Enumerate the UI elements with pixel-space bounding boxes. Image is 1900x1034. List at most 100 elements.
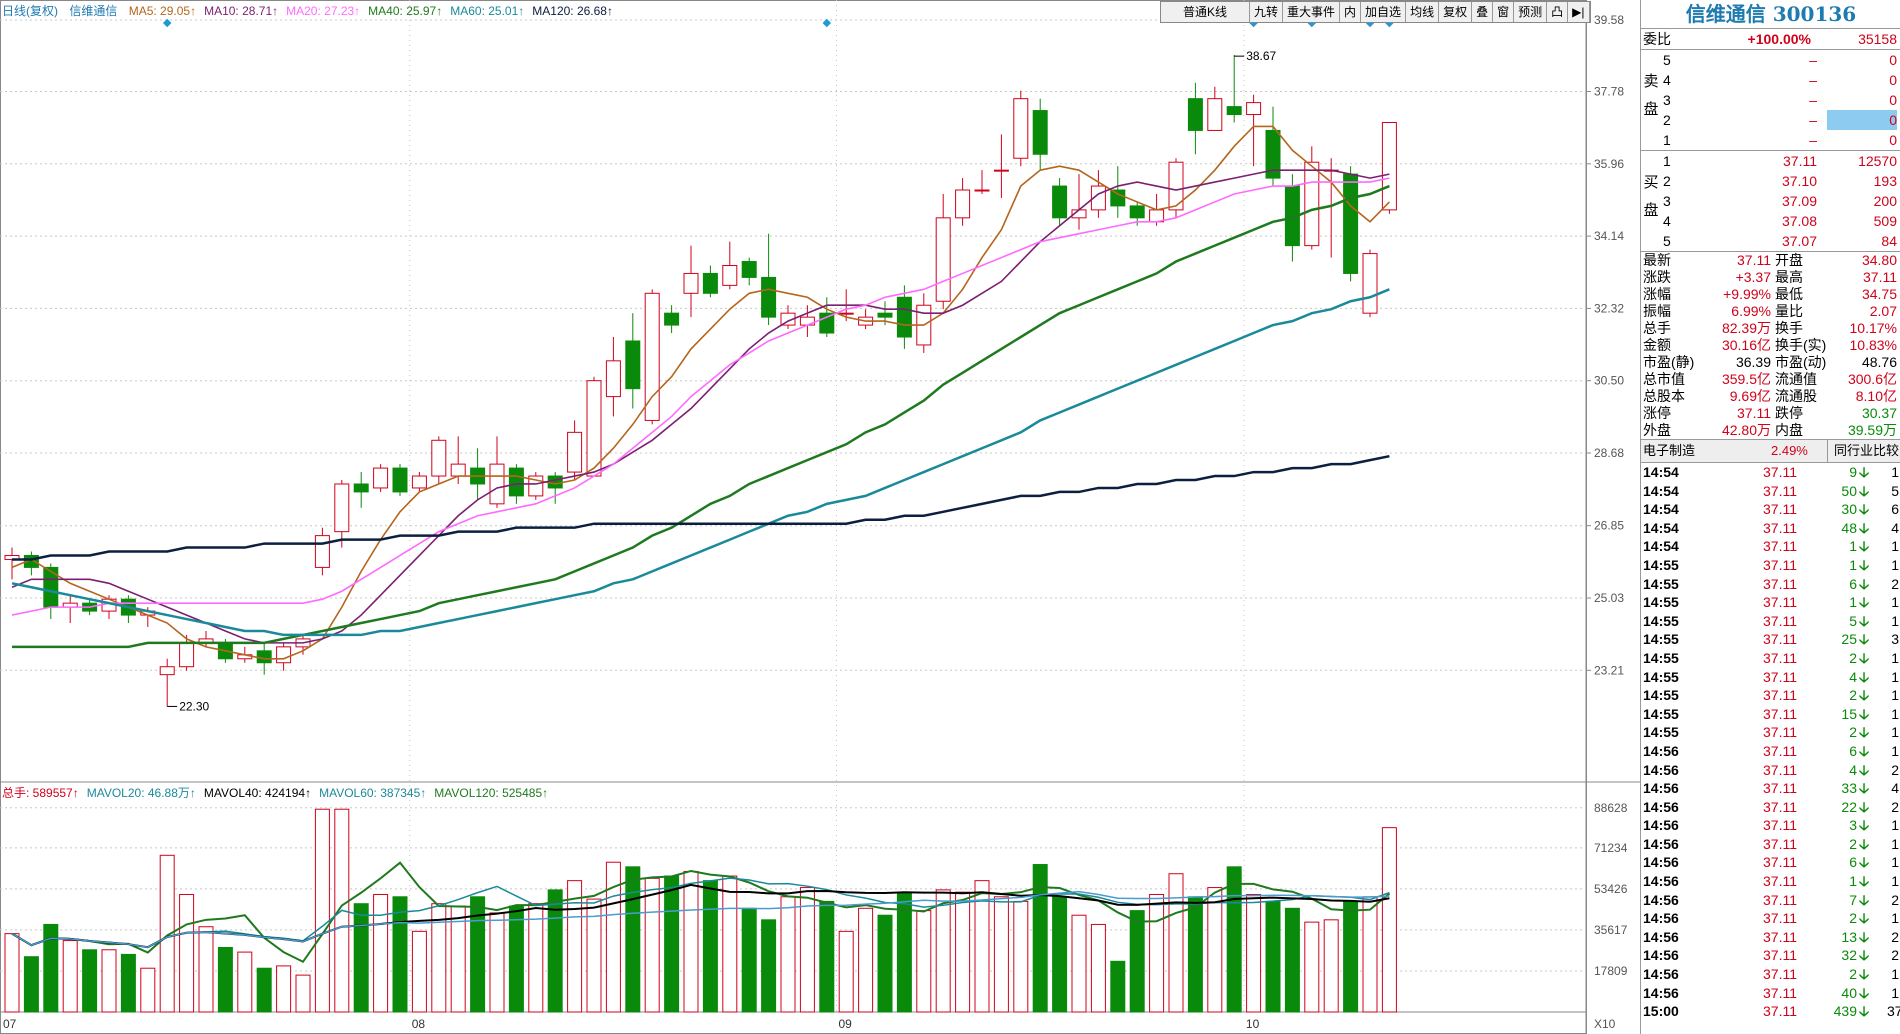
tick-price: 37.11 [1763, 668, 1797, 685]
toolbar-button[interactable]: ▶| [1568, 2, 1590, 22]
volume-bar [702, 880, 718, 1013]
buy-level-row[interactable]: 4 37.08 509 [1641, 211, 1900, 231]
sell-level-row[interactable]: 3 – 0 [1641, 90, 1900, 110]
tick-price: 37.11 [1763, 482, 1797, 499]
buy-level-row[interactable]: 2 37.10 193 [1641, 171, 1900, 191]
ma120-line [12, 454, 1390, 561]
price-axis-label: 30.50 [1594, 374, 1624, 388]
candle-body [256, 650, 272, 664]
quote-row: 涨跌 +3.37 最高 37.11 [1641, 269, 1900, 286]
toolbar-button[interactable]: 预测 [1514, 2, 1548, 22]
quote-row: 总市值 359.5亿 流通值 300.6亿 [1641, 371, 1900, 388]
level-volume: 0 [1889, 72, 1897, 88]
sell-level-row[interactable]: 4 – 0 [1641, 70, 1900, 90]
tick-row: 14:56 37.11 6 🡣 1 [1641, 742, 1900, 761]
tick-price: 37.11 [1763, 594, 1797, 611]
tick-volume: 1 [1849, 594, 1857, 611]
tick-count: 1 [1891, 612, 1899, 629]
toolbar-button[interactable]: 均线 [1406, 2, 1440, 22]
tick-volume: 2 [1849, 835, 1857, 852]
candle-body [935, 217, 951, 302]
tick-volume: 2 [1849, 649, 1857, 666]
sell-level-row[interactable]: 2 –0 [1641, 110, 1900, 130]
tick-volume: 4 [1849, 668, 1857, 685]
quote-label: 最低 [1775, 286, 1803, 302]
quote-value: 82.39万 [1721, 320, 1771, 336]
volume-bar [722, 875, 738, 1013]
quote-value: 10.17% [1849, 320, 1897, 336]
level-price: – [1809, 72, 1817, 88]
tick-volume: 6 [1849, 854, 1857, 871]
tick-time: 14:56 [1643, 891, 1679, 908]
quote-label: 换手 [1775, 320, 1803, 336]
level-volume: 0 [1889, 52, 1897, 68]
industry-name[interactable]: 电子制造 [1643, 443, 1696, 458]
toolbar-button[interactable]: 叠 [1472, 2, 1494, 22]
sell-level-row[interactable]: 1 – 0 [1641, 130, 1900, 150]
tick-volume: 32 [1841, 947, 1857, 964]
down-arrow-icon: 🡣 [1858, 668, 1870, 685]
kline-svg[interactable]: 39.58 37.78 35.96 34.14 32.32 30.50 28.68 26.85… [0, 0, 1640, 1034]
toolbar-button[interactable]: 复权 [1439, 2, 1473, 22]
volume-bar [295, 974, 311, 1013]
tick-volume: 2 [1849, 966, 1857, 983]
toolbar-button[interactable]: 普通K线 [1161, 2, 1250, 22]
ma5-line [11, 125, 1390, 660]
volume-bar [411, 930, 427, 1013]
candle-body [159, 666, 175, 676]
buy-level-row[interactable]: 1 37.11 12570 [1641, 151, 1900, 171]
candle-body [1381, 121, 1397, 211]
tick-time: 14:55 [1643, 594, 1679, 611]
quote-row: 涨幅 +9.99% 最低 34.75 [1641, 286, 1900, 303]
volume-bar [1149, 893, 1165, 1013]
price-axis-label: 35.96 [1594, 157, 1624, 171]
toolbar-button[interactable]: 凸 [1547, 2, 1569, 22]
tick-row: 14:55 37.11 2 🡣 1 [1641, 686, 1900, 705]
vol-axis-label: 35617 [1594, 923, 1628, 937]
sell-level-row[interactable]: 5 – 0 [1641, 50, 1900, 70]
volume-bar [1343, 900, 1359, 1013]
chart-mode-label[interactable]: 日线(复权) [2, 4, 58, 18]
tick-count: 1 [1891, 854, 1899, 871]
volume-bar [799, 887, 815, 1013]
buy-level-row[interactable]: 5 37.07 84 [1641, 231, 1900, 251]
industry-compare-button[interactable]: 同行业比较 [1826, 440, 1899, 462]
level-number: 2 [1663, 112, 1671, 128]
tick-time: 14:54 [1643, 464, 1679, 480]
tick-row: 14:55 37.11 4 🡣 1 [1641, 668, 1900, 687]
vol-legend-item: MAVOL40: 424194↑ [203, 786, 312, 800]
tick-price: 37.11 [1763, 687, 1797, 704]
toolbar-button[interactable]: 窗 [1493, 2, 1515, 22]
webi-pct: +100.00% [1747, 31, 1811, 47]
quote-row: 涨停 37.11 跌停 30.37 [1641, 405, 1900, 422]
tick-list[interactable]: 14:54 37.11 9 🡣 1 14:54 37.11 50 🡣 5 14:54 37.11 30 🡣… [1641, 463, 1900, 1021]
tick-price: 37.11 [1763, 612, 1797, 629]
kline-chart[interactable]: 39.58 37.78 35.96 34.14 32.32 30.50 28.68 26.85… [0, 0, 1640, 1034]
tick-time: 14:56 [1643, 910, 1679, 927]
quote-row: 市盈(静) 36.39 市盈(动) 48.76 [1641, 354, 1900, 371]
quote-label: 金额 [1643, 337, 1671, 353]
candle-body [334, 483, 350, 533]
tick-count: 2 [1891, 928, 1899, 945]
tick-volume: 5 [1849, 612, 1857, 629]
vol-legend-item: MAVOL120: 525485↑ [434, 786, 549, 800]
volume-bar [741, 907, 757, 1013]
tick-count: 1 [1891, 464, 1899, 480]
toolbar-button[interactable]: 内 [1340, 2, 1362, 22]
buy-level-row[interactable]: 3 37.09 200 [1641, 191, 1900, 211]
toolbar-button[interactable]: 九转 [1250, 2, 1284, 22]
tick-count: 1 [1891, 984, 1899, 1001]
tick-count: 2 [1891, 947, 1899, 964]
ma-legend-item: MA40: 25.97↑ [368, 4, 443, 18]
tick-time: 14:54 [1643, 519, 1679, 536]
price-axis-label: 28.68 [1594, 446, 1624, 460]
candle-body [23, 554, 39, 568]
quote-value: 36.39 [1735, 354, 1771, 370]
tick-row: 14:56 37.11 2 🡣 1 [1641, 835, 1900, 854]
toolbar-button[interactable]: 加自选 [1361, 2, 1407, 22]
tick-count: 1 [1891, 724, 1899, 741]
quote-label: 总股本 [1643, 388, 1685, 404]
toolbar-button[interactable]: 重大事件 [1283, 2, 1341, 22]
quote-value: 34.80 [1861, 252, 1897, 268]
volume-bar [4, 933, 20, 1013]
